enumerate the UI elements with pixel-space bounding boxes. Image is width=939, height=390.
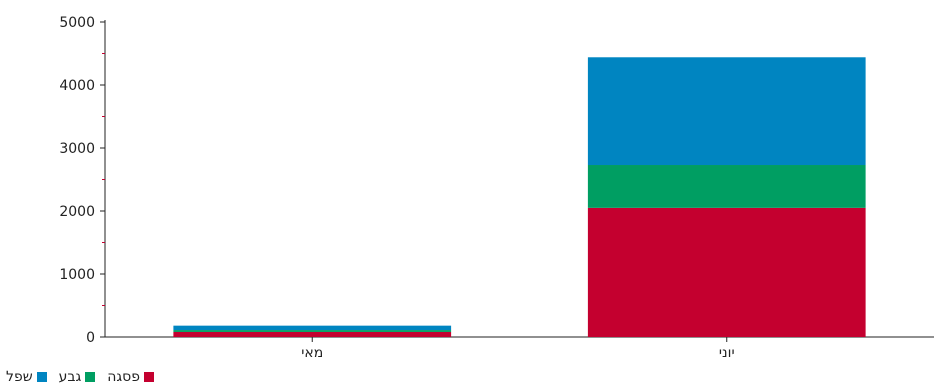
y-tick-label-5: 5000: [59, 15, 95, 31]
bar-0-series-0: [173, 331, 452, 337]
bar-0-series-2: [173, 325, 452, 331]
legend-item-peak[interactable]: פסגה: [107, 369, 155, 385]
legend-swatch-peak: [144, 372, 155, 382]
bar-1-series-0: [587, 207, 866, 337]
legend-swatch-low: [36, 372, 47, 382]
legend-item-low[interactable]: שפל: [6, 369, 47, 385]
legend-swatch-mid: [85, 372, 96, 382]
legend-item-mid[interactable]: גבע: [59, 369, 96, 385]
bar-0-series-1: [173, 330, 452, 332]
bars-layer: [173, 57, 866, 337]
bar-1-series-2: [587, 57, 866, 166]
legend-label-mid: גבע: [58, 369, 82, 385]
x-tick-label-0: מאי: [301, 345, 323, 361]
legend-label-low: שפל: [6, 369, 33, 385]
y-tick-label-2: 2000: [59, 204, 95, 220]
x-tick-label-1: יוני: [719, 345, 735, 361]
y-tick-label-1: 1000: [59, 267, 95, 283]
bar-1-series-1: [587, 165, 866, 208]
y-tick-label-3: 3000: [59, 141, 95, 157]
y-tick-label-4: 4000: [59, 78, 95, 94]
legend: פסגה גבע שפל: [6, 369, 155, 385]
labels-layer: 0 1000 2000 3000 4000 5000 מאי יוני: [59, 15, 734, 361]
y-tick-label-0: 0: [86, 330, 95, 346]
legend-label-peak: פסגה: [107, 369, 141, 385]
